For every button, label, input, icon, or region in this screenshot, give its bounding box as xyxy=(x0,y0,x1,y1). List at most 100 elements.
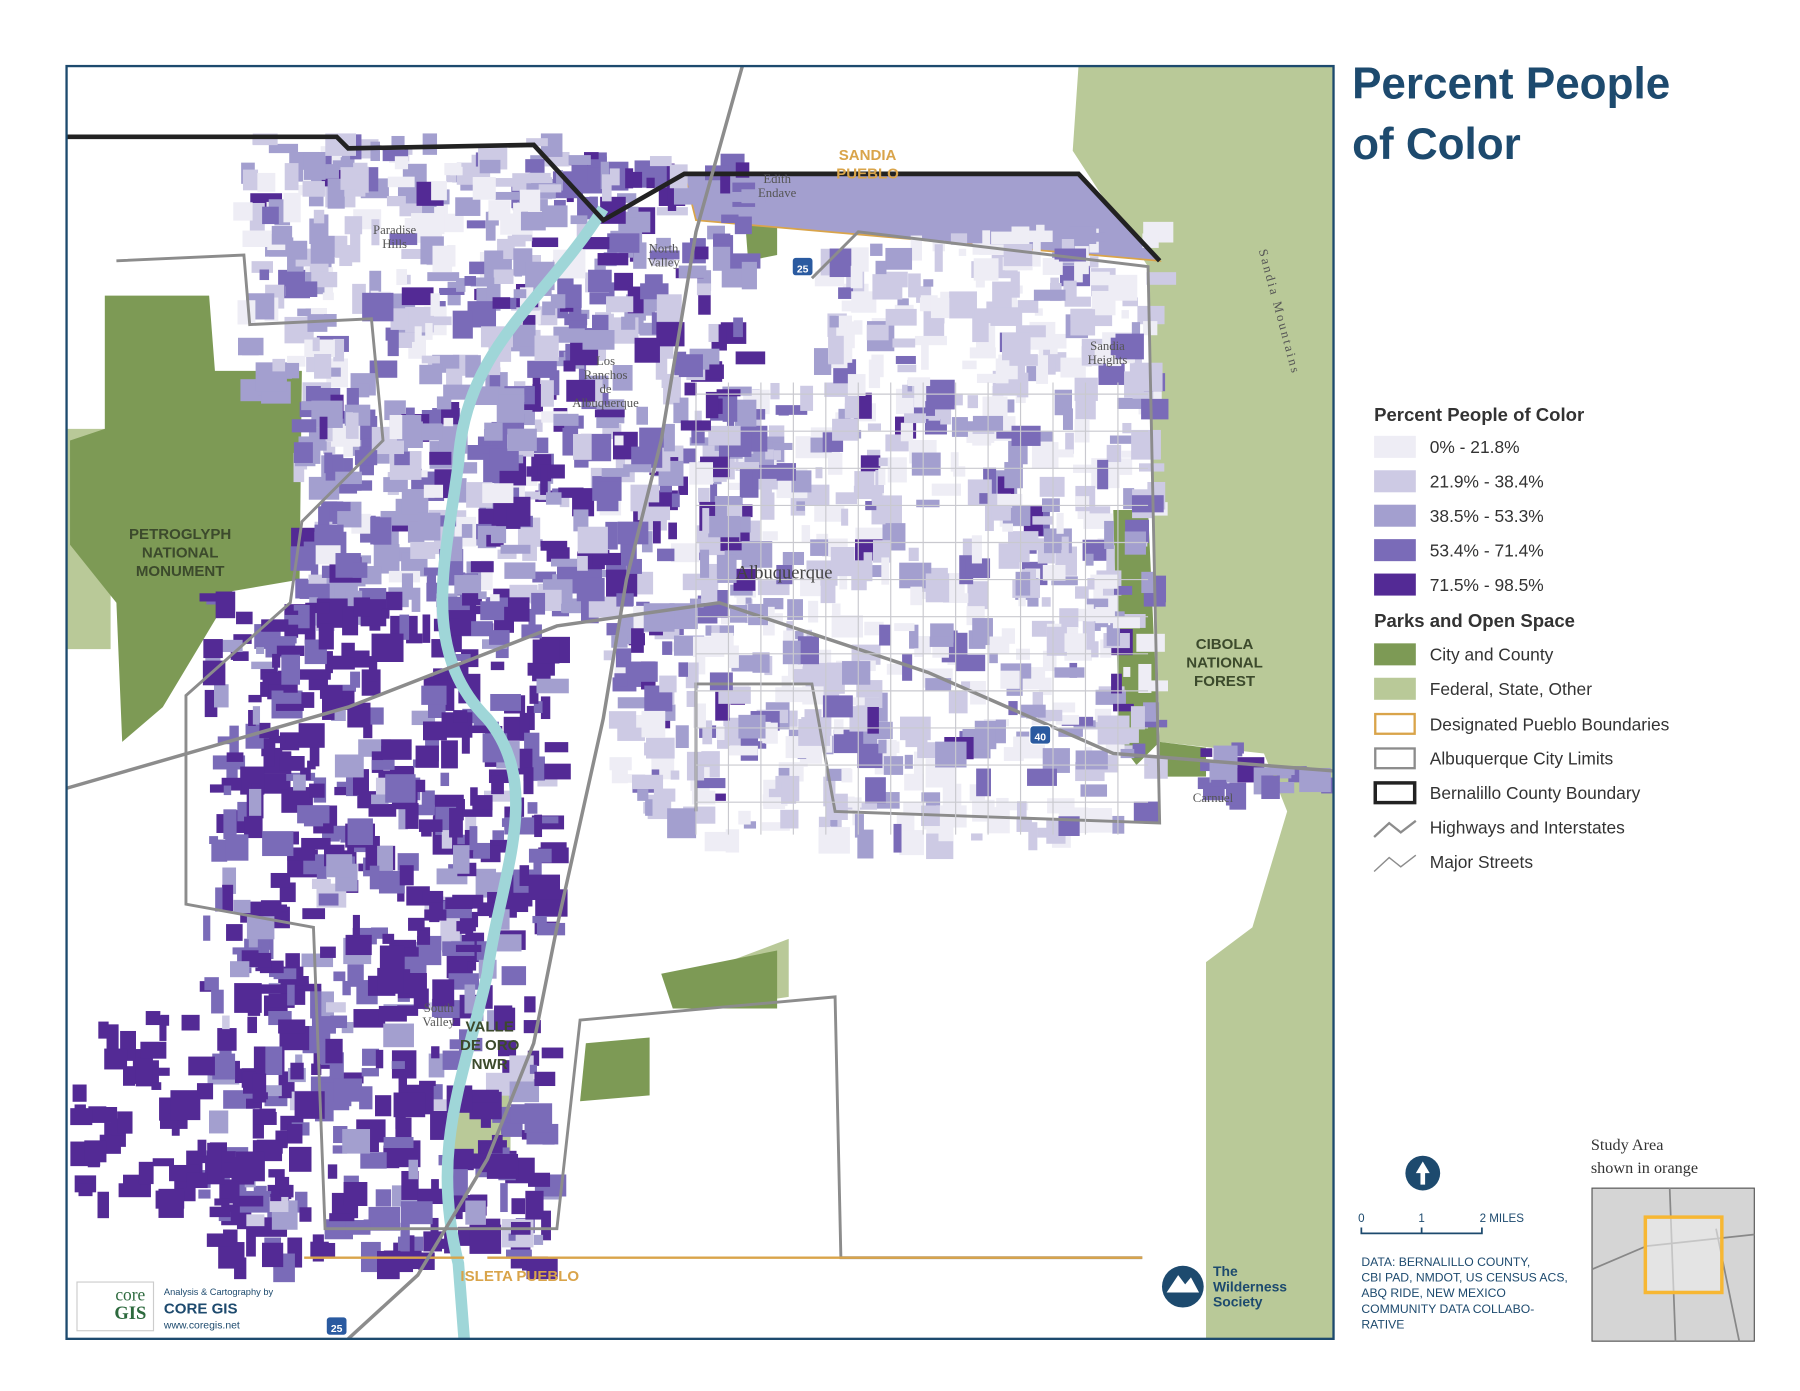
census-block xyxy=(775,405,808,415)
census-block xyxy=(534,335,559,362)
census-block xyxy=(833,729,864,754)
census-block xyxy=(696,283,711,296)
census-block xyxy=(1074,254,1083,283)
census-block xyxy=(508,1233,516,1241)
census-block xyxy=(578,358,587,382)
census-block xyxy=(350,671,361,688)
census-block xyxy=(332,1145,348,1154)
census-block xyxy=(534,419,543,432)
census-block xyxy=(230,650,243,660)
census-block xyxy=(307,760,316,770)
place-label: Albuquerque xyxy=(736,562,833,583)
census-block xyxy=(461,736,470,754)
census-block xyxy=(1064,296,1091,307)
census-block xyxy=(519,712,530,741)
census-block xyxy=(857,743,883,769)
census-block xyxy=(529,1064,537,1074)
census-block xyxy=(470,561,494,573)
census-block xyxy=(87,1158,100,1168)
census-block xyxy=(1121,450,1134,458)
census-block xyxy=(627,206,639,218)
census-block xyxy=(338,1072,364,1084)
census-block xyxy=(1062,408,1073,430)
census-block xyxy=(421,685,447,705)
census-block xyxy=(361,1068,379,1077)
census-block xyxy=(398,1071,408,1099)
census-block xyxy=(350,233,361,263)
census-block xyxy=(712,246,731,271)
census-block xyxy=(370,141,380,162)
census-block xyxy=(698,294,711,315)
census-block xyxy=(814,505,845,522)
census-block xyxy=(344,216,363,235)
census-block xyxy=(864,697,881,707)
legend-label: 21.9% - 38.4% xyxy=(1430,472,1544,492)
census-block xyxy=(389,233,418,246)
census-block xyxy=(171,1127,180,1136)
census-block xyxy=(795,631,804,640)
census-block xyxy=(737,402,745,421)
census-block xyxy=(505,1249,532,1258)
census-block xyxy=(370,516,381,545)
census-block xyxy=(1051,576,1078,586)
census-block xyxy=(885,308,917,326)
census-block xyxy=(294,982,306,1005)
place-label: Albuquerque xyxy=(572,396,639,410)
census-block xyxy=(618,774,646,783)
census-block xyxy=(441,830,453,849)
census-block xyxy=(452,462,478,474)
census-block xyxy=(217,1028,237,1051)
census-block xyxy=(670,543,700,563)
census-block xyxy=(309,740,320,767)
census-block xyxy=(1003,747,1024,761)
census-block xyxy=(1032,692,1044,707)
census-block xyxy=(261,1242,284,1268)
census-block xyxy=(84,1140,107,1163)
census-block xyxy=(305,602,330,614)
census-block xyxy=(678,662,688,677)
census-block xyxy=(439,287,465,296)
census-block xyxy=(246,1214,265,1227)
census-block xyxy=(478,591,487,600)
census-block xyxy=(860,455,881,472)
legend-label: Federal, State, Other xyxy=(1430,679,1592,699)
census-block xyxy=(441,740,458,769)
census-block xyxy=(637,506,671,521)
census-block xyxy=(401,573,414,600)
census-block xyxy=(1146,272,1177,285)
census-block xyxy=(752,741,767,749)
census-block xyxy=(279,756,305,771)
census-block xyxy=(456,799,465,811)
census-block xyxy=(324,452,333,474)
census-block xyxy=(965,558,991,579)
legend-label: 0% - 21.8% xyxy=(1430,437,1520,457)
census-block xyxy=(445,897,473,910)
census-block xyxy=(522,315,536,326)
census-block xyxy=(708,515,741,538)
census-block xyxy=(730,191,744,202)
legend-label: Highways and Interstates xyxy=(1430,818,1625,838)
census-block xyxy=(700,549,710,578)
census-block xyxy=(921,344,929,370)
census-block xyxy=(429,896,440,923)
legend-swatch xyxy=(1373,781,1417,805)
census-block xyxy=(325,651,333,674)
census-block xyxy=(1074,377,1098,401)
census-block xyxy=(914,378,927,402)
census-block xyxy=(916,499,940,508)
census-block xyxy=(532,571,557,583)
census-block xyxy=(457,834,466,846)
census-block xyxy=(1069,226,1097,245)
scale-bar xyxy=(1360,1227,1483,1235)
place-label: VALLE xyxy=(466,1019,514,1036)
census-block xyxy=(305,307,328,318)
census-block xyxy=(847,374,866,396)
census-block xyxy=(1055,715,1080,725)
census-block xyxy=(393,1092,426,1118)
census-block xyxy=(910,586,923,606)
census-block xyxy=(564,313,588,326)
census-block xyxy=(618,211,651,233)
shield xyxy=(325,1316,348,1336)
census-block xyxy=(625,168,634,189)
census-block xyxy=(232,1195,264,1207)
